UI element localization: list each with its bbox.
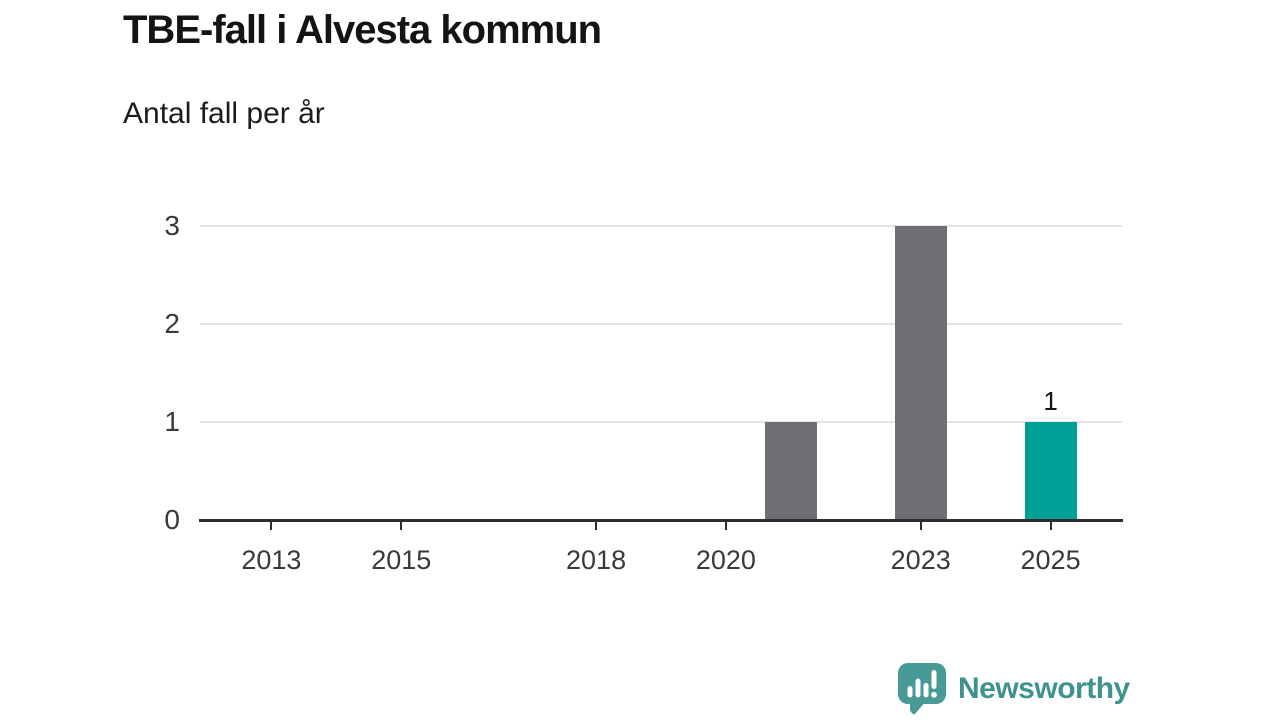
x-axis-tick-label: 2025: [1020, 545, 1081, 575]
bar-2025: [1024, 422, 1077, 520]
x-axis-tick-label: 2023: [890, 545, 951, 575]
y-axis-tick-label: 2: [164, 308, 180, 339]
gridline-y-2: [200, 323, 1122, 325]
brand-footer: Newsworthy: [896, 662, 1130, 715]
bar-2023: [894, 226, 947, 520]
gridline-y-3: [200, 225, 1122, 227]
chart-subtitle: Antal fall per år: [123, 97, 325, 130]
x-axis-tick: [400, 522, 403, 530]
y-axis-tick-label: 1: [164, 406, 180, 437]
chart-title: TBE-fall i Alvesta kommun: [123, 8, 602, 52]
x-axis-tick: [595, 522, 598, 530]
x-axis-tick-label: 2015: [371, 545, 432, 575]
x-axis-tick: [1049, 522, 1052, 530]
x-axis-tick-label: 2018: [566, 545, 627, 575]
bar-value-label: 1: [1043, 386, 1058, 416]
bar-2021: [764, 422, 817, 520]
x-axis-tick: [270, 522, 273, 530]
y-axis-tick-label: 0: [164, 504, 180, 535]
x-axis-tick: [919, 522, 922, 530]
x-axis-line: [199, 519, 1123, 522]
brand-name: Newsworthy: [958, 671, 1130, 705]
gridline-y-1: [200, 421, 1122, 423]
y-axis-tick-label: 3: [164, 210, 180, 241]
x-axis-tick-label: 2020: [695, 545, 756, 575]
x-axis-tick: [724, 522, 727, 530]
newsworthy-logo-icon: [898, 663, 946, 715]
x-axis-tick-label: 2013: [241, 545, 302, 575]
